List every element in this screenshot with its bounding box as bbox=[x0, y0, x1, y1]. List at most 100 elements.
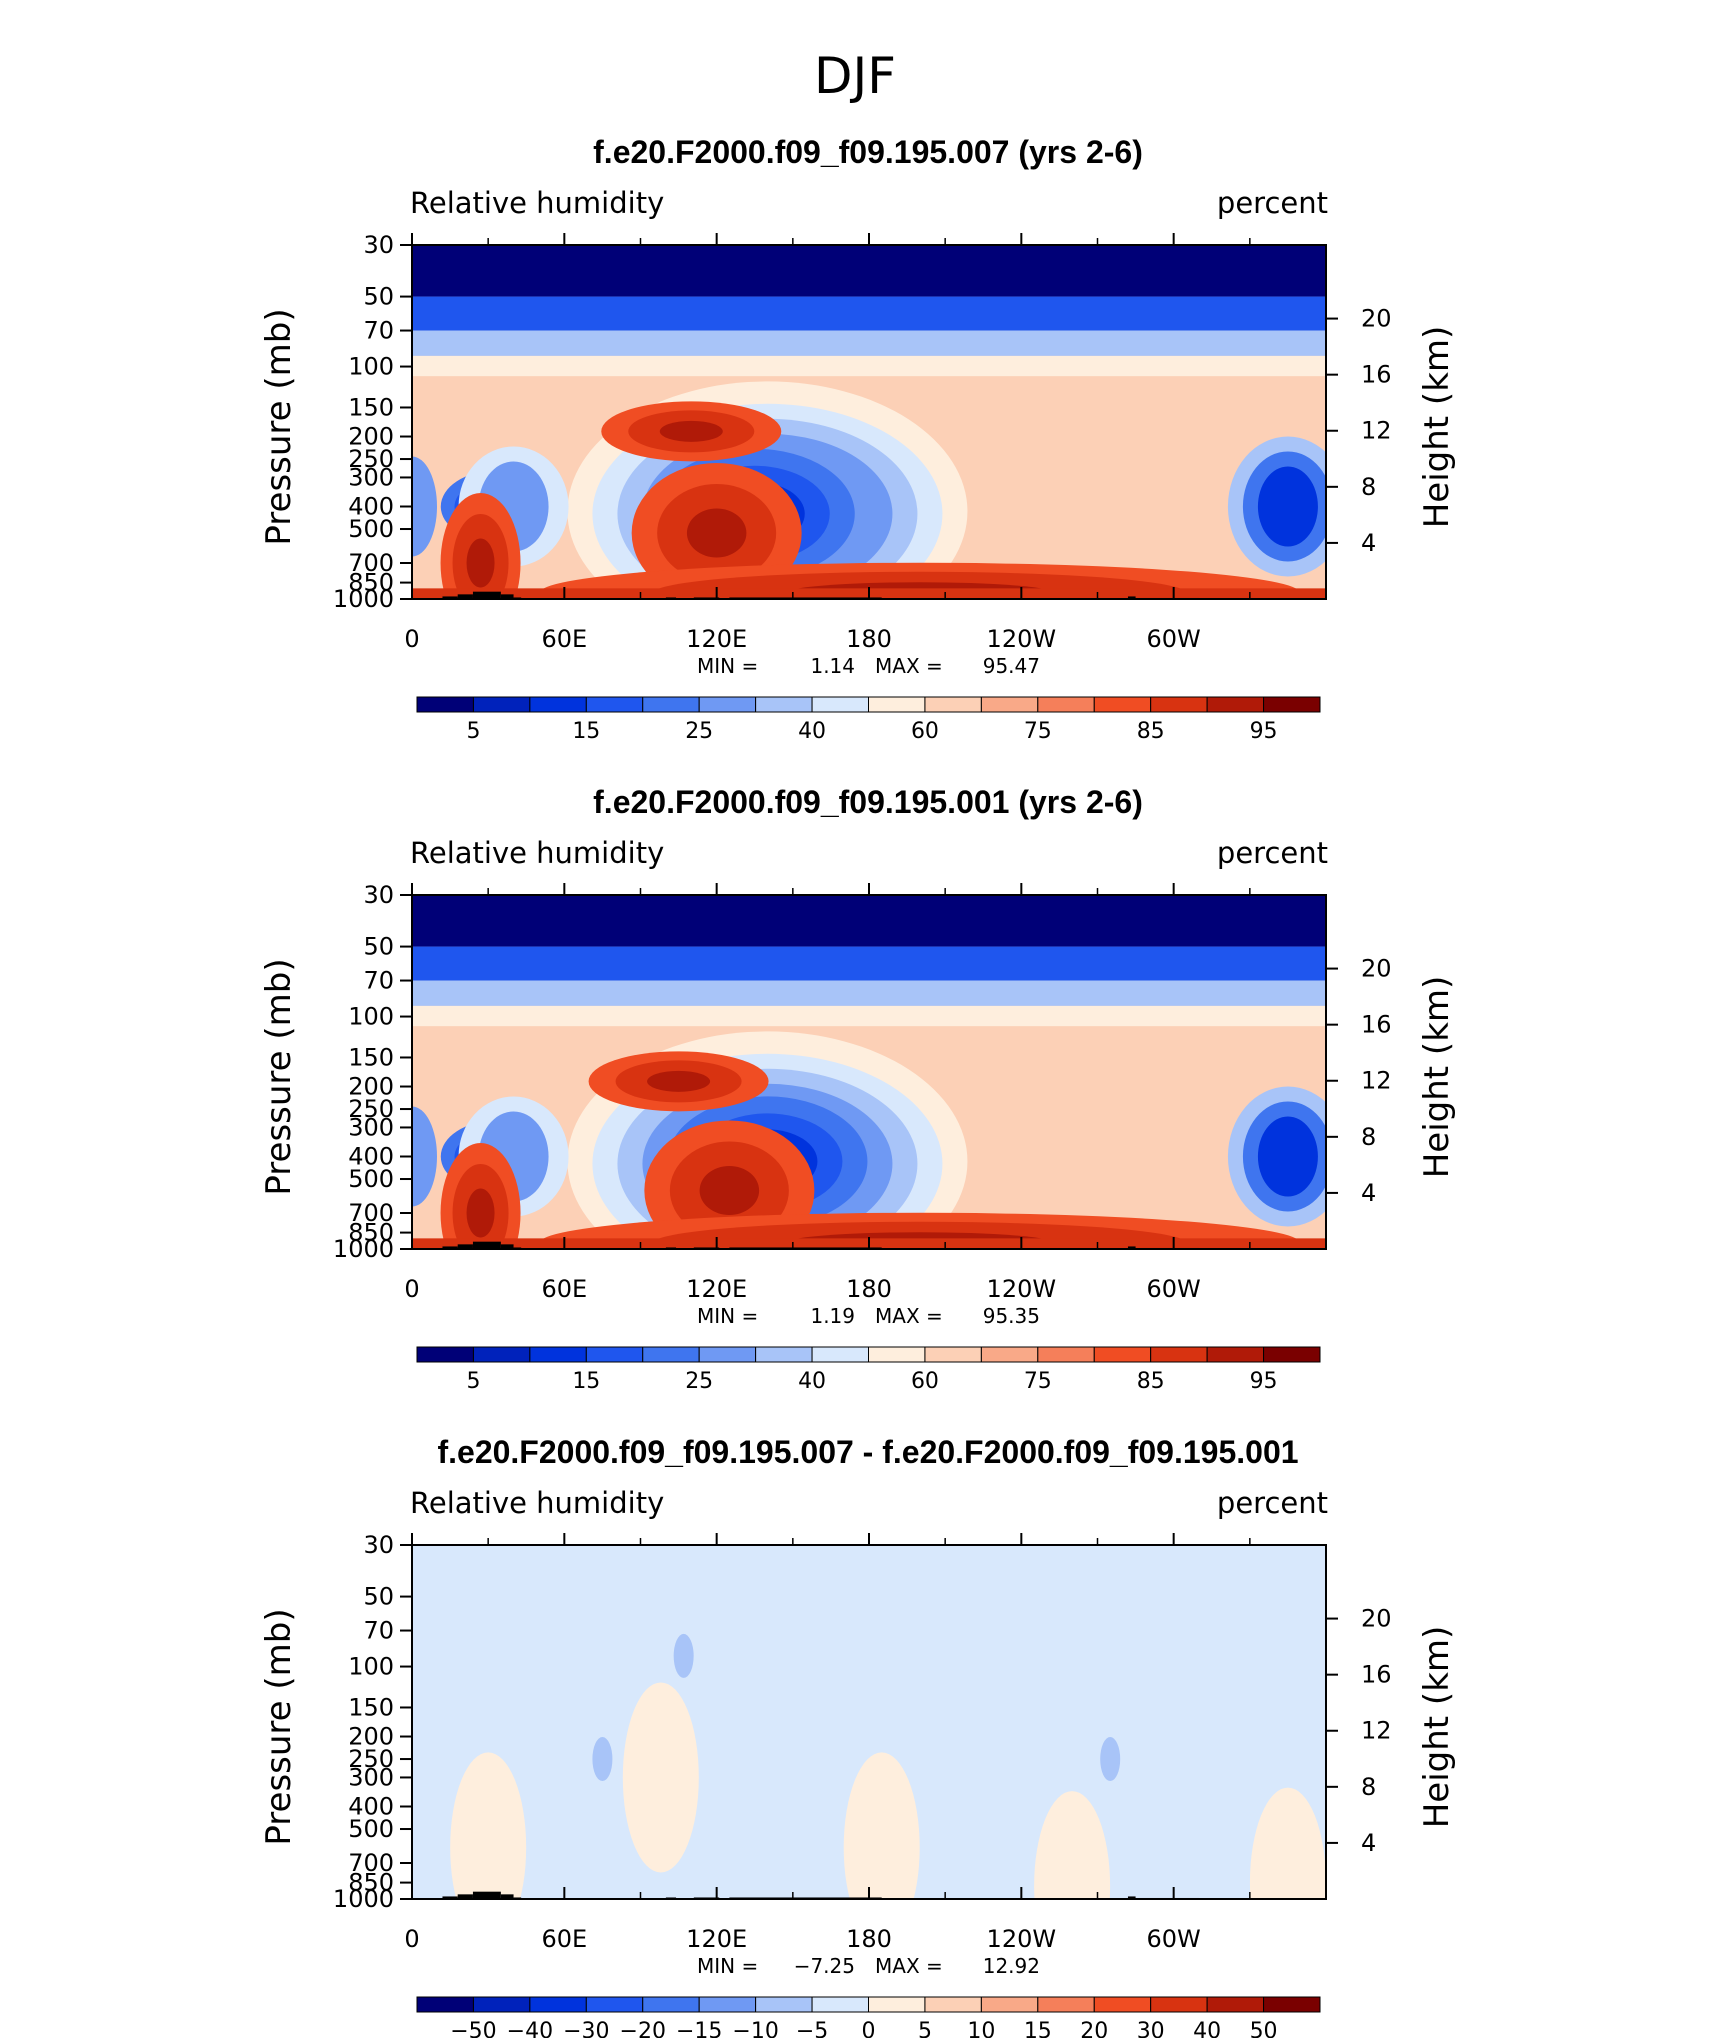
y-tick-label: 50 bbox=[363, 1583, 394, 1611]
negative-anomaly bbox=[1100, 1737, 1121, 1782]
y-tick-label: 200 bbox=[348, 423, 394, 451]
colorbar-label: 75 bbox=[1024, 1369, 1052, 1394]
y-tick-label: 400 bbox=[348, 1142, 394, 1170]
dry-east-core bbox=[1257, 1116, 1318, 1197]
colorbar-label: 5 bbox=[466, 1369, 480, 1394]
colorbar-swatch bbox=[698, 1346, 757, 1363]
moist-core bbox=[466, 538, 495, 588]
moist-core bbox=[699, 1165, 760, 1215]
min-value: 1.19 bbox=[810, 1304, 855, 1328]
colorbar-swatch bbox=[1263, 1996, 1321, 2013]
min-label: MIN = bbox=[697, 654, 758, 678]
colorbar-label: 40 bbox=[798, 719, 826, 744]
colorbar-swatch bbox=[1263, 696, 1321, 713]
colorbar-swatch bbox=[1150, 1996, 1208, 2013]
colorbar-label: 50 bbox=[1250, 2019, 1278, 2038]
colorbar-label: 5 bbox=[918, 2019, 932, 2038]
max-value: 12.92 bbox=[983, 1954, 1040, 1978]
colorbar-swatch bbox=[811, 1996, 869, 2013]
moist-core bbox=[466, 1188, 495, 1238]
min-label: MIN = bbox=[697, 1954, 758, 1978]
max-label: MAX = bbox=[875, 654, 943, 678]
colorbar-swatch bbox=[755, 1996, 813, 2013]
height-tick-label: 4 bbox=[1361, 529, 1376, 557]
height-tick-label: 8 bbox=[1361, 473, 1376, 501]
colorbar-swatch bbox=[1206, 1346, 1265, 1363]
topography-mask bbox=[500, 594, 514, 599]
moist-core bbox=[686, 508, 747, 558]
colorbar-label: −30 bbox=[563, 2019, 609, 2038]
colorbar-swatch bbox=[811, 696, 869, 713]
y-tick-label: 150 bbox=[348, 1043, 394, 1071]
strat-band-4 bbox=[412, 1005, 1326, 1027]
y-axis-title: Pressure (mb) bbox=[259, 1608, 299, 1845]
panel-title: f.e20.F2000.f09_f09.195.007 - f.e20.F200… bbox=[437, 1434, 1298, 1470]
topography-mask bbox=[472, 1891, 501, 1899]
colorbar-label: 95 bbox=[1250, 1369, 1278, 1394]
height-tick-label: 12 bbox=[1361, 1717, 1392, 1745]
x-tick-label: 60E bbox=[541, 1925, 587, 1953]
right-axis-title: Height (km) bbox=[1417, 976, 1457, 1179]
colorbar-swatch bbox=[1150, 696, 1208, 713]
colorbar-swatch bbox=[642, 696, 700, 713]
max-value: 95.35 bbox=[983, 1304, 1040, 1328]
strat-band-3 bbox=[412, 330, 1326, 356]
height-tick-label: 16 bbox=[1361, 1011, 1392, 1039]
colorbar-swatch bbox=[924, 1996, 982, 2013]
min-label: MIN = bbox=[697, 1304, 758, 1328]
colorbar-swatch bbox=[529, 696, 587, 713]
panel-title: f.e20.F2000.f09_f09.195.001 (yrs 2-6) bbox=[593, 784, 1143, 820]
y-tick-label: 500 bbox=[348, 515, 394, 543]
y-tick-label: 700 bbox=[348, 1199, 394, 1227]
colorbar-swatch bbox=[642, 1346, 700, 1363]
colorbar-swatch bbox=[472, 1346, 531, 1363]
positive-anomaly bbox=[843, 1752, 920, 1899]
colorbar-swatch bbox=[980, 1346, 1039, 1363]
colorbar-label: 25 bbox=[685, 1369, 713, 1394]
colorbar-swatch bbox=[1206, 1996, 1265, 2013]
x-tick-label: 60W bbox=[1147, 1925, 1201, 1953]
colorbar-swatch bbox=[1263, 1346, 1321, 1363]
variable-label: Relative humidity bbox=[410, 836, 664, 870]
units-label: percent bbox=[1217, 1486, 1328, 1520]
colorbar-swatch bbox=[1093, 696, 1152, 713]
negative-anomaly bbox=[592, 1737, 613, 1782]
y-tick-label: 30 bbox=[363, 1531, 394, 1559]
y-tick-label: 100 bbox=[348, 1003, 394, 1031]
y-axis-title: Pressure (mb) bbox=[259, 958, 299, 1195]
colorbar-label: 60 bbox=[911, 719, 939, 744]
colorbar-swatch bbox=[472, 1996, 531, 2013]
colorbar-swatch bbox=[924, 696, 982, 713]
strat-band-2 bbox=[412, 296, 1326, 331]
max-label: MAX = bbox=[875, 1954, 943, 1978]
colorbar-label: 15 bbox=[1024, 2019, 1052, 2038]
panel-2: f.e20.F2000.f09_f09.195.001 (yrs 2-6) Rel… bbox=[259, 784, 1457, 1394]
colorbar-swatch bbox=[1093, 1346, 1152, 1363]
colorbar-swatch bbox=[811, 1346, 869, 1363]
x-tick-label: 180 bbox=[846, 1275, 892, 1303]
y-tick-label: 70 bbox=[363, 1617, 394, 1645]
colorbar-swatch bbox=[529, 1996, 587, 2013]
y-tick-label: 250 bbox=[348, 445, 394, 473]
colorbar-label: 0 bbox=[862, 2019, 876, 2038]
strat-band-3 bbox=[412, 980, 1326, 1006]
y-tick-label: 850 bbox=[348, 1869, 394, 1897]
dry-edge bbox=[412, 1106, 437, 1207]
x-tick-label: 180 bbox=[846, 625, 892, 653]
y-tick-label: 850 bbox=[348, 1219, 394, 1247]
right-axis-title: Height (km) bbox=[1417, 1626, 1457, 1829]
colorbar-swatch bbox=[868, 1346, 926, 1363]
colorbar-swatch bbox=[642, 1996, 700, 2013]
y-tick-label: 50 bbox=[363, 283, 394, 311]
y-tick-label: 1000 bbox=[333, 585, 394, 613]
height-tick-label: 20 bbox=[1361, 955, 1392, 983]
colorbar-label: 5 bbox=[466, 719, 480, 744]
min-value: 1.14 bbox=[810, 654, 855, 678]
moist-core bbox=[647, 1070, 711, 1092]
y-tick-label: 100 bbox=[348, 1653, 394, 1681]
colorbar-label: 30 bbox=[1137, 2019, 1165, 2038]
y-tick-label: 1000 bbox=[333, 1235, 394, 1263]
x-tick-label: 60W bbox=[1147, 1275, 1201, 1303]
colorbar-swatch bbox=[585, 696, 644, 713]
height-tick-label: 16 bbox=[1361, 361, 1392, 389]
